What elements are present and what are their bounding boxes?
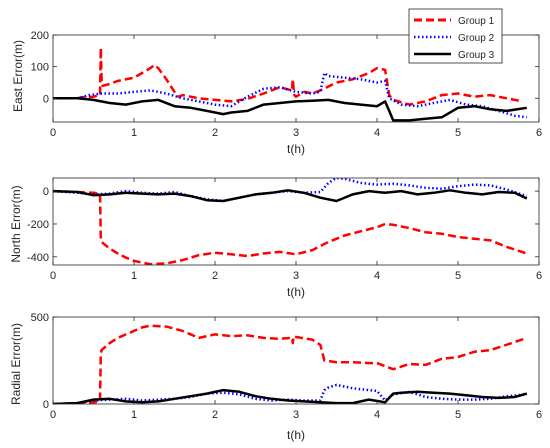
east-series-group xyxy=(53,46,527,122)
east-y-axis-label: East Error(m) xyxy=(11,40,25,112)
east-x-tick-label: 1 xyxy=(131,127,137,139)
radial-x-tick-label: 2 xyxy=(212,409,218,421)
radial-x-axis-label: t(h) xyxy=(287,428,305,442)
north-x-tick-label: 4 xyxy=(374,270,380,282)
east-series-group-3-line xyxy=(53,97,527,122)
east-y-tick-label: 100 xyxy=(31,62,49,74)
radial-x-tick-label: 4 xyxy=(374,409,380,421)
north-series-group-3-line xyxy=(53,189,528,203)
east-error-panel: East Error(m) t(h) 0 1 2 3 4 5 6 0 100 200 Group … xyxy=(11,8,542,156)
radial-y-axis-label: Radial Error(m) xyxy=(9,323,23,405)
radial-x-tick-label: 0 xyxy=(50,409,56,421)
radial-x-tick-label: 1 xyxy=(131,409,137,421)
north-y-axis-label: North Error(m) xyxy=(9,185,23,262)
radial-error-panel: Radial Error(m) t(h) 0 1 2 3 4 5 6 0 500 xyxy=(9,312,542,442)
legend-label-group-3: Group 3 xyxy=(458,50,495,61)
north-y-tick-label: -400 xyxy=(27,252,49,264)
radial-series-group-2-line xyxy=(53,383,527,404)
radial-series-group-3-line xyxy=(53,388,528,404)
radial-y-tick-label: 0 xyxy=(43,399,49,411)
east-x-tick-label: 6 xyxy=(536,127,542,139)
east-x-tick-label: 5 xyxy=(455,127,461,139)
north-series-group xyxy=(53,178,528,265)
radial-x-tick-label: 6 xyxy=(536,409,542,421)
radial-series-group xyxy=(53,324,528,404)
north-y-tick-label: -200 xyxy=(27,219,49,231)
radial-x-tick-label: 3 xyxy=(293,409,299,421)
east-x-tick-label: 4 xyxy=(374,127,380,139)
radial-x-tick-label: 5 xyxy=(455,409,461,421)
east-x-axis-label: t(h) xyxy=(287,142,305,156)
east-x-tick-label: 2 xyxy=(212,127,218,139)
north-series-group-1-line xyxy=(53,189,528,265)
north-x-tick-label: 2 xyxy=(212,270,218,282)
east-series-group-1-line xyxy=(53,46,524,106)
east-x-tick-label: 0 xyxy=(50,127,56,139)
radial-series-group-1-line xyxy=(53,324,528,404)
east-y-tick-label: 200 xyxy=(31,30,49,42)
legend-label-group-1: Group 1 xyxy=(458,16,495,27)
north-x-tick-label: 3 xyxy=(293,270,299,282)
north-y-tick-label: 0 xyxy=(43,186,49,198)
east-y-tick-label: 0 xyxy=(43,93,49,105)
east-x-tick-label: 3 xyxy=(293,127,299,139)
east-series-group-2-line xyxy=(53,71,527,119)
north-x-tick-label: 5 xyxy=(455,270,461,282)
legend: Group 1 Group 2 Group 3 xyxy=(408,8,503,64)
radial-y-tick-label: 500 xyxy=(31,312,49,324)
north-x-tick-label: 0 xyxy=(50,270,56,282)
north-error-panel: North Error(m) t(h) 0 1 2 3 4 5 6 -400 -200 0 xyxy=(9,177,542,299)
north-x-tick-label: 1 xyxy=(131,270,137,282)
north-x-tick-label: 6 xyxy=(536,270,542,282)
north-x-axis-label: t(h) xyxy=(287,285,305,299)
legend-label-group-2: Group 2 xyxy=(458,33,495,44)
